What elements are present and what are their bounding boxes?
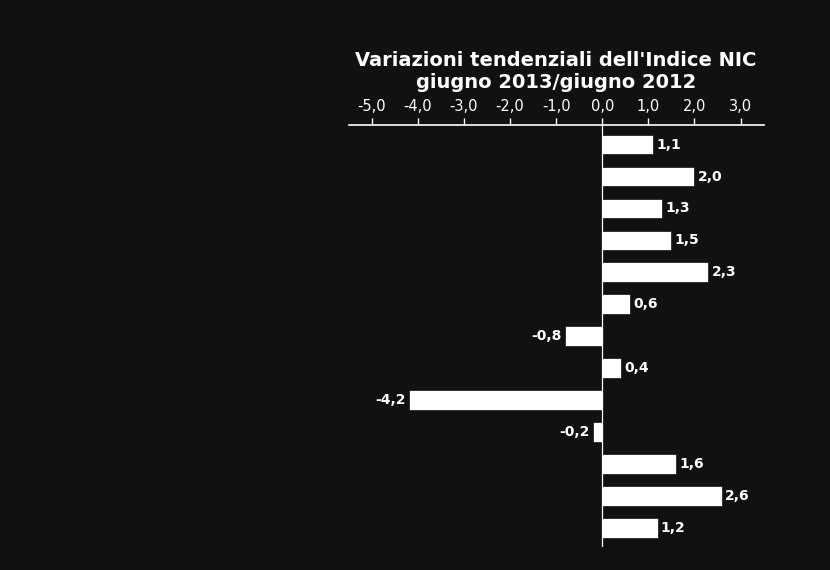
Text: 0,6: 0,6 (633, 298, 657, 311)
Bar (565, 327, 603, 346)
Bar (603, 518, 657, 538)
Text: 2,3: 2,3 (711, 266, 736, 279)
Text: -4,2: -4,2 (375, 393, 405, 407)
Text: 1,5: 1,5 (675, 234, 700, 247)
Text: 2,6: 2,6 (725, 489, 750, 503)
Text: 2,0: 2,0 (698, 169, 722, 184)
Text: Variazioni tendenziali dell'Indice NIC
giugno 2013/giugno 2012: Variazioni tendenziali dell'Indice NIC g… (355, 51, 757, 92)
Bar (593, 422, 603, 442)
Bar (603, 262, 708, 282)
Text: -0,2: -0,2 (559, 425, 590, 439)
Bar (408, 390, 603, 410)
Text: 1,3: 1,3 (666, 201, 690, 215)
Bar (603, 486, 722, 506)
Bar (603, 135, 653, 154)
Text: 0,4: 0,4 (624, 361, 648, 375)
Text: 1,2: 1,2 (661, 521, 686, 535)
Bar (603, 198, 662, 218)
Bar (603, 230, 671, 250)
Bar (603, 359, 621, 378)
Text: -0,8: -0,8 (532, 329, 562, 343)
Bar (603, 454, 676, 474)
Bar (603, 166, 695, 186)
Text: 1,1: 1,1 (657, 137, 681, 152)
Text: 1,6: 1,6 (679, 457, 704, 471)
Bar (603, 295, 630, 314)
